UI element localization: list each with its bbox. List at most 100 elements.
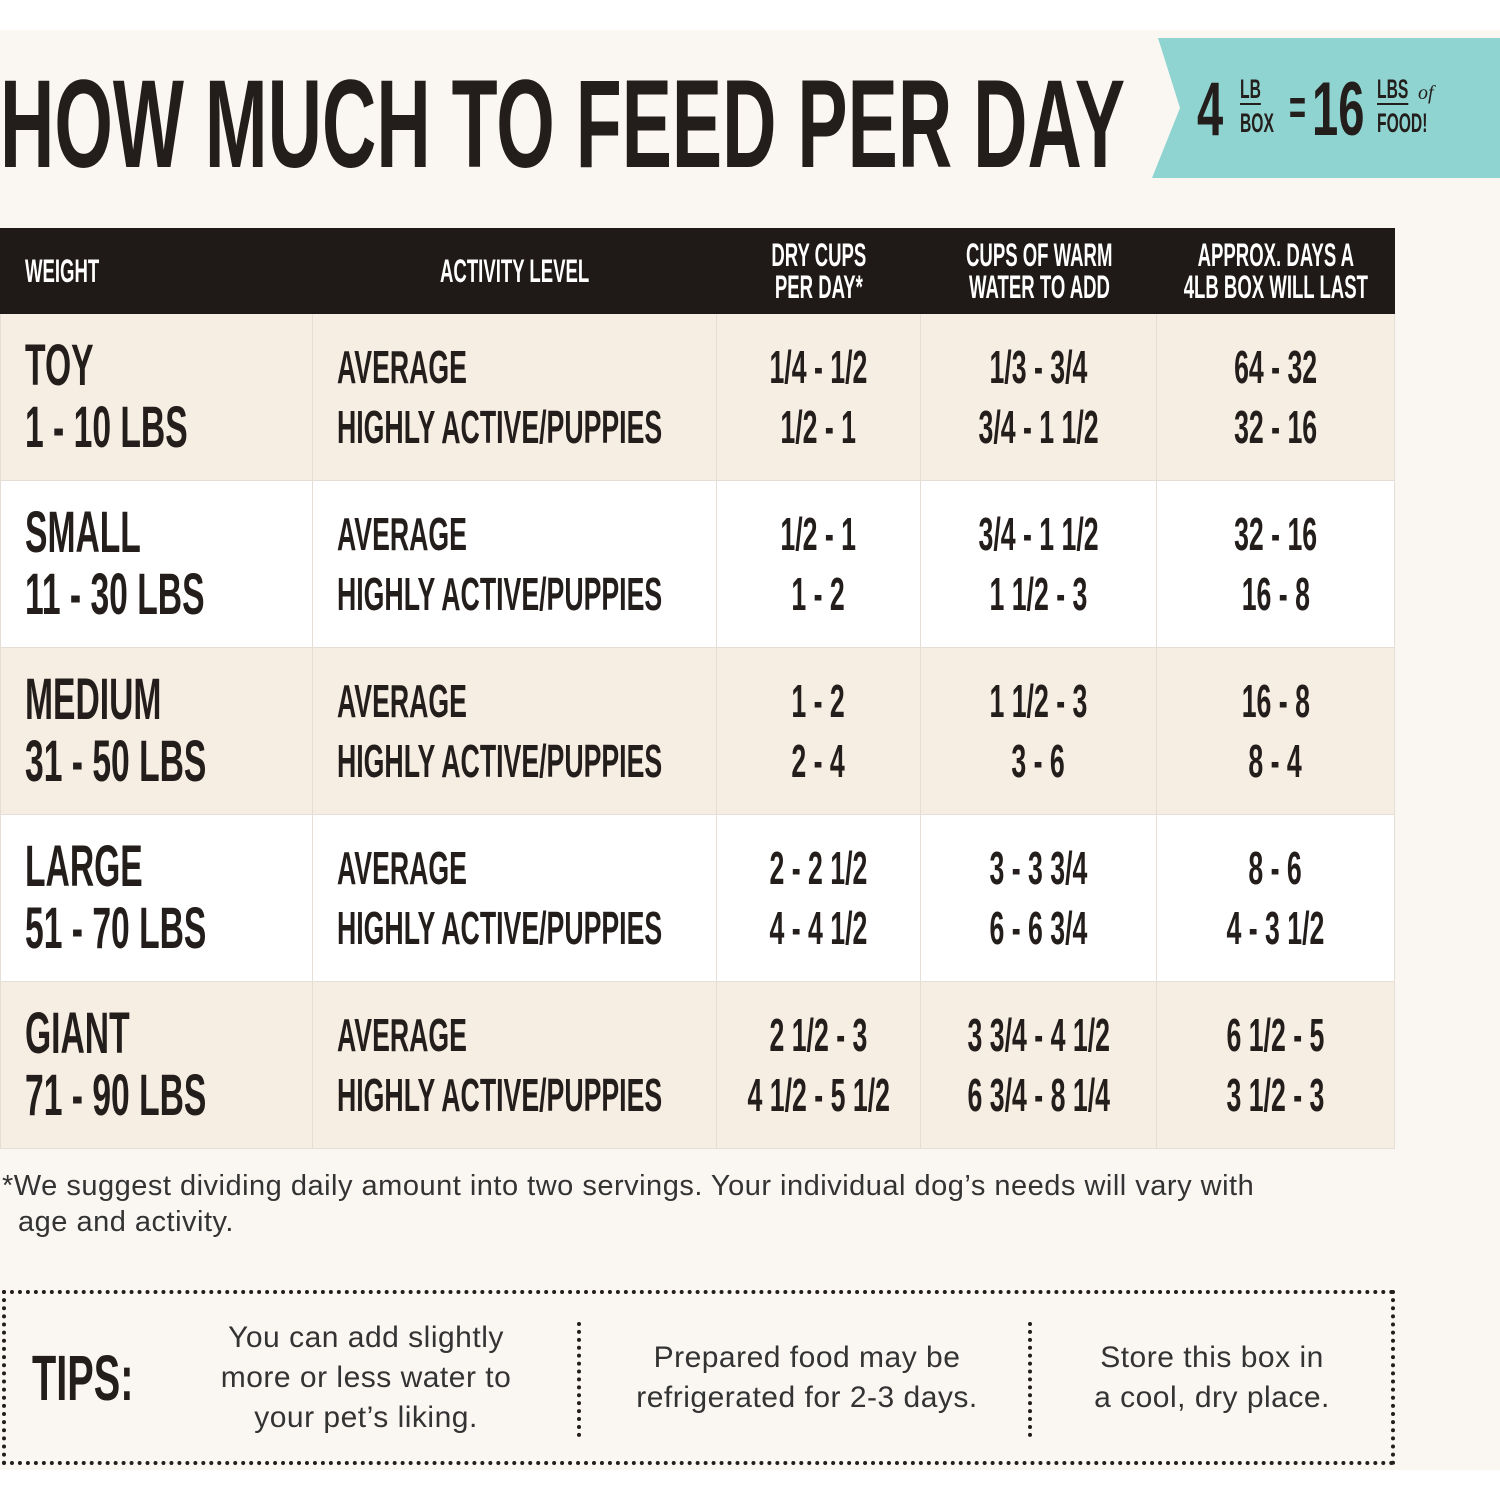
amount: 3 - 3 3/4 (989, 842, 1088, 894)
amount: 2 1/2 - 3 (769, 1009, 868, 1061)
value-cell: 8 - 6 4 - 3 1/2 (1157, 815, 1395, 982)
header-cell: WEIGHT (0, 228, 313, 314)
value-cell: 3/4 - 1 1/2 1 1/2 - 3 (921, 481, 1157, 648)
tip-line: a cool, dry place. (1094, 1380, 1330, 1414)
size-class: MEDIUM (25, 667, 162, 732)
header-cell: CUPS OF WARM WATER TO ADD (921, 228, 1157, 314)
activity-level: AVERAGE (337, 675, 467, 727)
weight-range: 1 - 10 LBS (25, 395, 188, 460)
tips-label: TIPS: (32, 1342, 134, 1414)
weight-range: 11 - 30 LBS (25, 562, 205, 627)
weight-range: 51 - 70 LBS (25, 896, 207, 961)
amount: 1 1/2 - 3 (989, 675, 1088, 727)
amount: 1/4 - 1/2 (769, 341, 868, 393)
weight-cell: LARGE 51 - 70 LBS (0, 815, 313, 982)
weight-range: 31 - 50 LBS (25, 729, 207, 794)
header-cell: APPROX. DAYS A 4LB BOX WILL LAST (1157, 228, 1395, 314)
amount: 2 - 4 (791, 735, 846, 787)
amount: 16 - 8 (1241, 675, 1310, 727)
header-text: CUPS OF WARM (965, 237, 1113, 273)
size-class: LARGE (25, 834, 143, 899)
amount: 3/4 - 1 1/2 (978, 508, 1099, 560)
badge-shape (1152, 38, 1500, 178)
badge-equals: = (1289, 79, 1306, 135)
tip-line: You can add slightly (228, 1320, 504, 1354)
size-class: SMALL (25, 500, 141, 565)
value-cell: 6 1/2 - 5 3 1/2 - 3 (1157, 982, 1395, 1149)
amount: 1 - 2 (791, 568, 846, 620)
value-cell: 64 - 32 32 - 16 (1157, 314, 1395, 481)
value-cell: 3 - 3 3/4 6 - 6 3/4 (921, 815, 1157, 982)
value-cell: 2 1/2 - 3 4 1/2 - 5 1/2 (717, 982, 921, 1149)
value-cell: 1/2 - 1 1 - 2 (717, 481, 921, 648)
badge-unit: LBS (1377, 74, 1409, 105)
amount: 1/3 - 3/4 (989, 341, 1088, 393)
amount: 3 1/2 - 3 (1226, 1069, 1325, 1121)
activity-cell: AVERAGE HIGHLY ACTIVE/PUPPIES (313, 648, 717, 815)
activity-level: AVERAGE (337, 508, 467, 560)
amount: 64 - 32 (1233, 341, 1318, 393)
badge-unit: BOX (1240, 108, 1274, 138)
activity-cell: AVERAGE HIGHLY ACTIVE/PUPPIES (313, 982, 717, 1149)
badge-number: 16 (1312, 67, 1365, 152)
size-class: GIANT (25, 1001, 130, 1066)
amount: 32 - 16 (1233, 508, 1318, 560)
amount: 8 - 6 (1248, 842, 1303, 894)
activity-level: HIGHLY ACTIVE/PUPPIES (337, 401, 663, 453)
tip-line: Prepared food may be (653, 1340, 961, 1374)
amount: 6 1/2 - 5 (1226, 1009, 1325, 1061)
amount: 3 - 6 (1011, 735, 1066, 787)
weight-cell: MEDIUM 31 - 50 LBS (0, 648, 313, 815)
divider (1028, 1322, 1032, 1437)
header-text: WEIGHT (25, 253, 100, 289)
badge (1152, 38, 1500, 178)
header-text: 4LB BOX WILL LAST (1183, 269, 1369, 305)
weight-cell: TOY 1 - 10 LBS (0, 314, 313, 481)
activity-cell: AVERAGE HIGHLY ACTIVE/PUPPIES (313, 481, 717, 648)
tip-line: refrigerated for 2-3 days. (636, 1380, 978, 1414)
amount: 1/2 - 1 (780, 401, 857, 453)
activity-level: HIGHLY ACTIVE/PUPPIES (337, 1069, 663, 1121)
header-text: WATER TO ADD (968, 269, 1110, 305)
table-header (0, 228, 1395, 314)
amount: 16 - 8 (1241, 568, 1310, 620)
amount: 1 1/2 - 3 (989, 568, 1088, 620)
header-text: APPROX. DAYS A (1197, 237, 1355, 273)
amount: 3/4 - 1 1/2 (978, 401, 1099, 453)
size-class: TOY (25, 333, 94, 398)
weight-cell: GIANT 71 - 90 LBS (0, 982, 313, 1149)
value-cell: 1/3 - 3/4 3/4 - 1 1/2 (921, 314, 1157, 481)
activity-level: AVERAGE (337, 842, 467, 894)
amount: 6 3/4 - 8 1/4 (967, 1069, 1110, 1121)
tips-box: TIPS: You can add slightly more or less wa… (2, 1290, 1395, 1465)
badge-unit: of (1418, 82, 1434, 104)
tip-line: your pet’s liking. (254, 1400, 478, 1434)
divider (577, 1322, 581, 1437)
badge-unit: LB (1240, 74, 1261, 105)
amount: 3 3/4 - 4 1/2 (967, 1009, 1110, 1061)
tip-line: Store this box in (1100, 1340, 1324, 1374)
title: HOW MUCH TO FEED PER DAY (0, 55, 1126, 194)
activity-level: HIGHLY ACTIVE/PUPPIES (337, 735, 663, 787)
tip: You can add slightly more or less water t… (181, 1294, 551, 1461)
activity-level: HIGHLY ACTIVE/PUPPIES (337, 568, 663, 620)
activity-level: AVERAGE (337, 341, 467, 393)
amount: 32 - 16 (1233, 401, 1318, 453)
header-text: ACTIVITY LEVEL (440, 253, 590, 289)
tip: Prepared food may be refrigerated for 2-3… (581, 1294, 1033, 1461)
value-cell: 3 3/4 - 4 1/2 6 3/4 - 8 1/4 (921, 982, 1157, 1149)
value-cell: 16 - 8 8 - 4 (1157, 648, 1395, 815)
amount: 1/2 - 1 (780, 508, 857, 560)
amount: 2 - 2 1/2 (769, 842, 868, 894)
amount: 1 - 2 (791, 675, 846, 727)
badge-number: 4 (1197, 67, 1224, 152)
header-cell: ACTIVITY LEVEL (313, 228, 717, 314)
value-cell: 32 - 16 16 - 8 (1157, 481, 1395, 648)
weight-range: 71 - 90 LBS (25, 1063, 207, 1128)
tip-line: more or less water to (220, 1360, 512, 1394)
amount: 4 - 4 1/2 (769, 902, 868, 954)
activity-level: AVERAGE (337, 1009, 467, 1061)
activity-cell: AVERAGE HIGHLY ACTIVE/PUPPIES (313, 314, 717, 481)
activity-level: HIGHLY ACTIVE/PUPPIES (337, 902, 663, 954)
